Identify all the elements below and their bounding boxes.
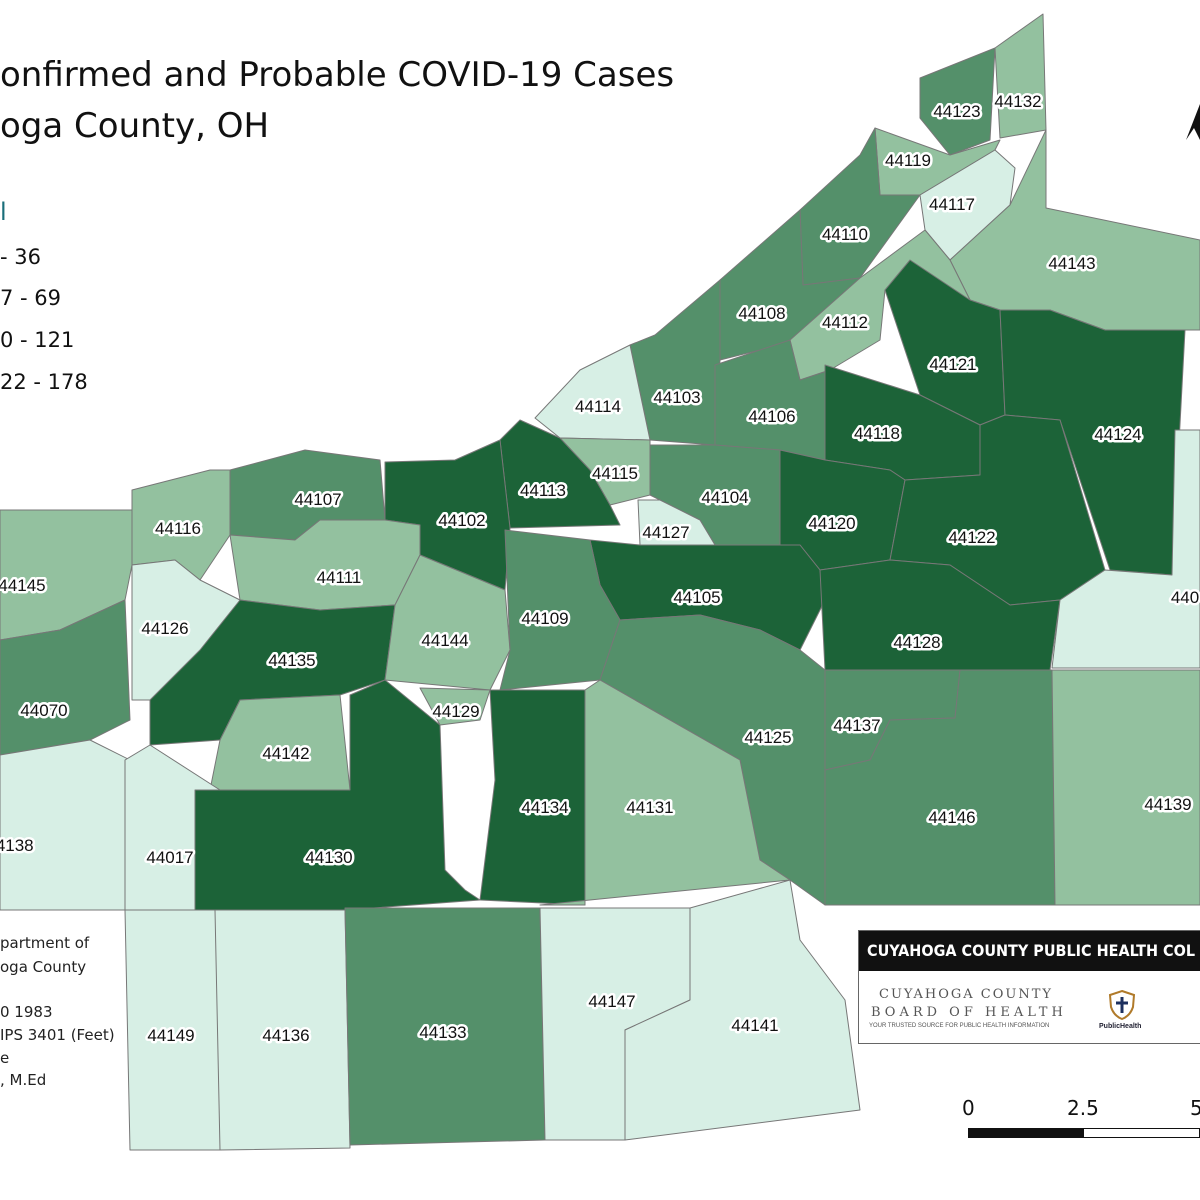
- scale-tick-2-5: 2.5: [1067, 1096, 1099, 1120]
- legend-class-4: 22 - 178: [0, 370, 88, 394]
- legend-class-2: 7 - 69: [0, 286, 62, 310]
- zip-label-44123: 44123: [933, 102, 980, 121]
- zip-region-44142: [209, 694, 351, 791]
- zip-region-440: [1051, 429, 1200, 669]
- zip-region-44136: [214, 909, 351, 1151]
- zip-label-44146: 44146: [928, 808, 975, 827]
- board-tagline: YOUR TRUSTED SOURCE FOR PUBLIC HEALTH IN…: [869, 1023, 1050, 1029]
- zip-label-44120: 44120: [808, 514, 855, 533]
- zip-label-44126: 44126: [141, 619, 188, 638]
- zip-label-44121: 44121: [929, 355, 976, 374]
- scale-tick-5: 5: [1190, 1096, 1200, 1120]
- credit-line: , M.Ed: [0, 1071, 47, 1089]
- zip-region-44113: [499, 419, 621, 529]
- credit-line: IPS 3401 (Feet): [0, 1026, 115, 1044]
- zip-label-44143: 44143: [1048, 254, 1095, 273]
- zip-region-44139: [1051, 669, 1200, 906]
- zip-label-44112: 44112: [822, 313, 868, 332]
- legend-heading: l: [0, 198, 7, 226]
- zip-region-44134: [479, 689, 586, 906]
- zip-label-44119: 44119: [885, 151, 931, 170]
- zip-region-44132: [994, 13, 1047, 139]
- zip-label-44105: 44105: [673, 588, 720, 607]
- zip-region-44141: [624, 879, 861, 1141]
- zip-label-44115: 44115: [592, 464, 638, 483]
- zip-region-44129: [419, 687, 491, 726]
- map-subtitle: oga County, OH: [0, 106, 270, 146]
- credit-line: oga County: [0, 958, 87, 976]
- zip-label-44132: 44132: [994, 92, 1041, 111]
- zip-label-44107: 44107: [294, 490, 341, 509]
- scale-tick-0: 0: [962, 1096, 975, 1120]
- zip-label-44017: 44017: [146, 848, 193, 867]
- zip-label-44135: 44135: [268, 651, 315, 670]
- zip-label-44111: 44111: [317, 568, 362, 587]
- collaboration-banner: CUYAHOGA COUNTY PUBLIC HEALTH COL: [859, 931, 1200, 971]
- legend-class-1: - 36: [0, 245, 41, 269]
- zip-label-44113: 44113: [520, 481, 566, 500]
- zip-label-44127: 44127: [642, 523, 689, 542]
- board-logo-line2: BOARD OF HEALTH: [871, 1005, 1067, 1020]
- zip-region-44123: [919, 47, 996, 156]
- board-logo-line1: CUYAHOGA COUNTY: [879, 987, 1053, 1002]
- zip-label-44110: 44110: [822, 225, 868, 244]
- zip-label-44125: 44125: [744, 728, 791, 747]
- zip-label-44104: 44104: [701, 488, 748, 507]
- zip-label-44108: 44108: [738, 304, 785, 323]
- credit-line: partment of: [0, 934, 90, 952]
- credit-line: e: [0, 1049, 10, 1067]
- zip-label-44141: 44141: [731, 1016, 778, 1035]
- zip-label-44137: 44137: [833, 716, 880, 735]
- zip-label-44114: 44114: [575, 397, 621, 416]
- zip-region-44146: [824, 669, 1056, 906]
- shield-icon: [1108, 989, 1136, 1021]
- zip-label-44129: 44129: [432, 702, 479, 721]
- partner-logo: PublicHealth: [1099, 1023, 1142, 1030]
- map-title: onfirmed and Probable COVID-19 Cases: [0, 55, 675, 95]
- zip-label-44117: 44117: [929, 195, 975, 214]
- zip-label-44118: 44118: [854, 424, 900, 443]
- zip-label-44103: 44103: [653, 388, 700, 407]
- north-arrow-icon: [1186, 104, 1200, 140]
- zip-label-44106: 44106: [748, 407, 795, 426]
- zip-label-44147: 44147: [588, 992, 635, 1011]
- zip-label-44124: 44124: [1094, 425, 1141, 444]
- zip-label-44070: 44070: [20, 701, 67, 720]
- zip-label-44122: 44122: [948, 528, 995, 547]
- logo-panel: CUYAHOGA COUNTY PUBLIC HEALTH COL CUYAHO…: [858, 930, 1200, 1044]
- zip-label-44102: 44102: [438, 511, 485, 530]
- zip-label-44130: 44130: [305, 848, 352, 867]
- zip-region-44127: [637, 499, 716, 546]
- zip-region-44114: [534, 344, 651, 441]
- zip-region-44131: [539, 679, 791, 906]
- zip-label-44144: 44144: [421, 631, 468, 650]
- zip-label-44134: 44134: [521, 798, 568, 817]
- zip-label-44131: 44131: [626, 798, 673, 817]
- credit-line: 0 1983: [0, 1003, 53, 1021]
- zip-label-44133: 44133: [419, 1023, 466, 1042]
- zip-label-44149: 44149: [147, 1026, 194, 1045]
- legend-class-3: 0 - 121: [0, 328, 75, 352]
- scale-bar: [968, 1128, 1200, 1138]
- zip-region-44138: [0, 739, 131, 911]
- zip-label-44139: 44139: [1144, 795, 1191, 814]
- zip-label-44138: 44138: [0, 836, 34, 855]
- zip-label-44142: 44142: [262, 744, 309, 763]
- zip-label-44145: 44145: [0, 576, 46, 595]
- zip-region-44070: [0, 599, 131, 756]
- zip-label-44109: 44109: [521, 609, 568, 628]
- zip-label-44128: 44128: [893, 633, 940, 652]
- zip-label-44136: 44136: [262, 1026, 309, 1045]
- zip-label-440: 440: [1171, 588, 1199, 607]
- zip-label-44116: 44116: [155, 519, 201, 538]
